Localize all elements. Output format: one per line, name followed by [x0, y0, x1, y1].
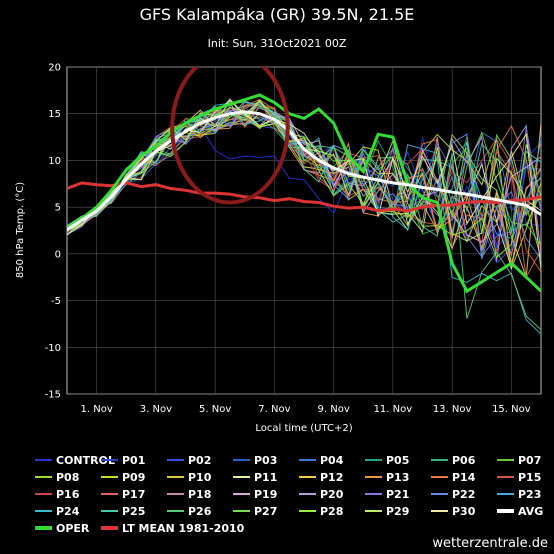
y-tick-label: -10: [45, 343, 61, 354]
legend-label: P03: [254, 454, 277, 467]
legend-label: P18: [188, 488, 211, 501]
y-tick-label: 0: [55, 249, 61, 260]
y-tick-label: -5: [51, 296, 61, 307]
chart-subtitle: Init: Sun, 31Oct2021 00Z: [208, 37, 347, 50]
legend-label: P28: [320, 505, 343, 518]
legend-label: P17: [122, 488, 145, 501]
series-line-p30: [67, 100, 541, 270]
legend-label: P11: [254, 471, 277, 484]
y-tick-label: 20: [48, 63, 61, 74]
x-tick-label: 3. Nov: [140, 404, 172, 415]
x-tick-label: 15. Nov: [492, 404, 531, 415]
y-axis-label: 850 hPa Temp. (°C): [15, 182, 26, 278]
series-line-p28: [67, 106, 541, 259]
legend-label: P30: [452, 505, 476, 518]
legend-label: CONTROL: [56, 454, 115, 467]
x-tick-label: 13. Nov: [433, 404, 472, 415]
grid: [67, 66, 541, 395]
legend-label: P04: [320, 454, 344, 467]
y-tick-label: 15: [48, 109, 61, 120]
legend-label: P26: [188, 505, 212, 518]
series-line-oper: [67, 93, 541, 294]
series-line-avg: [67, 110, 541, 231]
y-tick-label: 10: [48, 156, 61, 167]
chart-title: GFS Kalampáka (GR) 39.5N, 21.5E: [140, 5, 415, 24]
legend-label: P22: [452, 488, 475, 501]
watermark: wetterzentrale.de: [432, 536, 548, 551]
x-tick-label: 5. Nov: [199, 404, 231, 415]
annotations: [170, 67, 290, 205]
x-tick-label: 9. Nov: [318, 404, 350, 415]
legend-label: P07: [518, 454, 541, 467]
legend-label: P12: [320, 471, 343, 484]
legend-label: P25: [122, 505, 145, 518]
legend-label: P10: [188, 471, 212, 484]
legend-label: P27: [254, 505, 277, 518]
legend-label: LT MEAN 1981-2010: [122, 522, 245, 535]
x-tick-label: 1. Nov: [81, 404, 113, 415]
legend-label: P06: [452, 454, 476, 467]
x-axis-label: Local time (UTC+2): [255, 423, 352, 434]
legend: CONTROL P01 P02 P03 P04 P05 P06 P07 P08 P09 P10 P11…: [35, 454, 543, 535]
x-axis-ticks: 1. Nov 3. Nov 5. Nov 7. Nov 9. Nov 11. Nov 13.…: [81, 404, 531, 415]
legend-label: P14: [452, 471, 476, 484]
y-tick-label: 5: [55, 203, 61, 214]
legend-label: P02: [188, 454, 211, 467]
legend-label: P08: [56, 471, 79, 484]
legend-label: P13: [386, 471, 409, 484]
y-tick-label: -15: [45, 390, 61, 401]
legend-label: P19: [254, 488, 277, 501]
legend-label: P20: [320, 488, 344, 501]
x-tick-label: 7. Nov: [258, 404, 290, 415]
legend-label: AVG: [518, 505, 543, 518]
series-line-p23: [67, 109, 541, 239]
y-axis-ticks: -15 -10 -5 0 5 10 15 20: [45, 63, 61, 401]
legend-label: P29: [386, 505, 409, 518]
x-tick-label: 11. Nov: [374, 404, 413, 415]
legend-label: P05: [386, 454, 409, 467]
special-series: [67, 93, 541, 294]
series-line-lt-mean: [67, 181, 541, 213]
series-area: [67, 67, 541, 335]
legend-label: OPER: [56, 522, 90, 535]
legend-label: P16: [56, 488, 80, 501]
legend-label: P23: [518, 488, 541, 501]
legend-label: P09: [122, 471, 145, 484]
legend-label: P15: [518, 471, 541, 484]
legend-label: P01: [122, 454, 145, 467]
legend-label: P24: [56, 505, 80, 518]
highlight-circle: [170, 67, 290, 205]
legend-label: P21: [386, 488, 409, 501]
